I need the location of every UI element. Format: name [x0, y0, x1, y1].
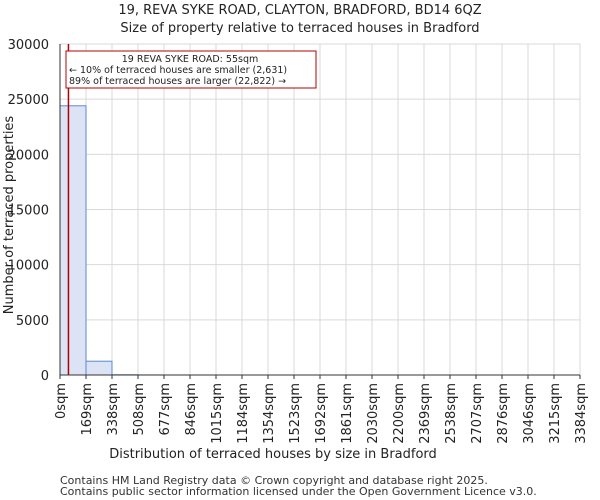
x-tick-label: 3384sqm	[574, 383, 589, 444]
footer-copyright: Contains HM Land Registry data © Crown c…	[60, 474, 488, 487]
x-tick-label: 1692sqm	[314, 383, 329, 444]
tick-labels: 0 5000 10000 15000 20000 25000 30000 0sqm 169sqm…	[8, 38, 589, 444]
histogram-bar	[85, 360, 113, 376]
x-tick-label: 3215sqm	[548, 383, 563, 444]
x-tick-label: 1184sqm	[236, 383, 251, 444]
annotation-title: 19 REVA SYKE ROAD: 55sqm	[122, 54, 258, 65]
y-tick-label: 15000	[8, 204, 49, 219]
y-tick-label: 25000	[8, 93, 49, 108]
x-tick-label: 169sqm	[80, 383, 95, 436]
annotation-box: 19 REVA SYKE ROAD: 55sqm← 10% of terrace…	[65, 50, 317, 89]
gridlines	[59, 43, 581, 376]
x-tick-label: 677sqm	[158, 383, 173, 436]
x-tick-label: 846sqm	[184, 383, 199, 436]
x-tick-label: 2707sqm	[470, 383, 485, 444]
y-tick-label: 20000	[8, 148, 49, 163]
chart-subtitle: Size of property relative to terraced ho…	[120, 21, 480, 36]
x-tick-label: 2369sqm	[418, 383, 433, 444]
x-tick-label: 508sqm	[132, 383, 147, 436]
x-tick-label: 2030sqm	[366, 383, 381, 444]
y-tick-label: 5000	[16, 314, 49, 329]
x-tick-label: 1523sqm	[288, 383, 303, 444]
y-axis-label: Number of terraced properties	[2, 116, 17, 315]
x-tick-label: 2200sqm	[392, 383, 407, 444]
histogram-bar	[59, 105, 87, 376]
x-tick-label: 1354sqm	[262, 383, 277, 444]
x-tick-label: 1015sqm	[210, 383, 225, 444]
annotation-smaller: ← 10% of terraced houses are smaller (2,…	[69, 65, 287, 76]
axes	[59, 44, 581, 379]
chart-title: 19, REVA SYKE ROAD, CLAYTON, BRADFORD, B…	[118, 3, 482, 18]
x-axis-label: Distribution of terraced houses by size …	[109, 447, 437, 462]
y-tick-label: 10000	[8, 259, 49, 274]
x-tick-label: 2876sqm	[496, 383, 511, 444]
x-tick-label: 1861sqm	[340, 383, 355, 444]
y-tick-label: 0	[41, 369, 49, 384]
annotation-frame	[65, 50, 317, 89]
x-tick-label: 338sqm	[106, 383, 121, 436]
annotation-larger: 89% of terraced houses are larger (22,82…	[69, 76, 286, 87]
x-tick-label: 0sqm	[54, 383, 69, 419]
x-tick-label: 2538sqm	[444, 383, 459, 444]
x-tick-label: 3046sqm	[522, 383, 537, 444]
y-tick-label: 30000	[8, 38, 49, 53]
footer-licence: Contains public sector information licen…	[60, 485, 537, 498]
